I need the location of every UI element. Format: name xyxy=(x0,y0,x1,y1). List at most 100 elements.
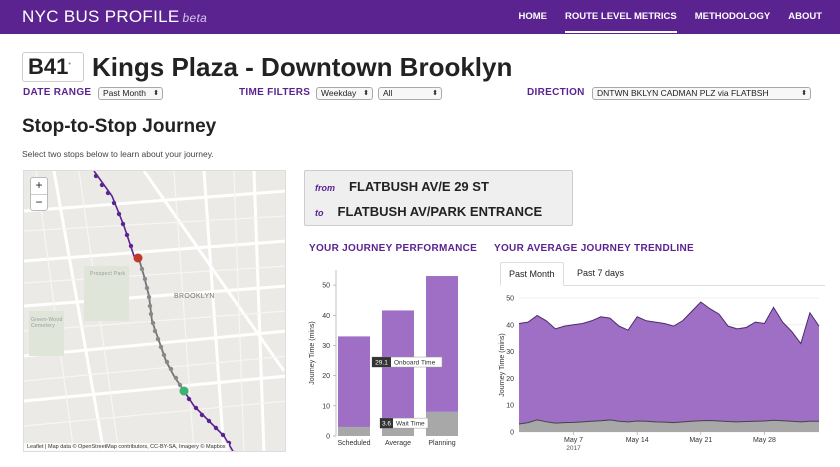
select-arrow-icon: ⬍ xyxy=(432,90,438,97)
journey-stops-box: from FLATBUSH AV/E 29 ST to FLATBUSH AV/PA… xyxy=(304,170,573,226)
wait-area[interactable] xyxy=(519,419,819,432)
route-badge: B41• xyxy=(22,52,84,82)
zoom-out-button[interactable]: − xyxy=(31,194,47,210)
onboard-tooltip-label: Onboard Time xyxy=(394,360,436,367)
y-tick-label: 10 xyxy=(322,403,330,410)
start-stop-marker[interactable] xyxy=(133,253,143,263)
select-arrow-icon: ⬍ xyxy=(153,90,159,97)
date-range-value: Past Month xyxy=(103,88,146,98)
time-day-value: Weekday xyxy=(321,88,357,98)
journey-stops[interactable] xyxy=(139,266,183,388)
trend-chart: 0 10 20 30 40 50 Journey Time (mins) May 7 May 1… xyxy=(499,296,820,452)
to-stop-name: FLATBUSH AV/PARK ENTRANCE xyxy=(337,204,543,219)
y-tick-label: 40 xyxy=(506,322,514,329)
to-label: to xyxy=(315,208,324,218)
nav-home[interactable]: HOME xyxy=(518,11,548,22)
performance-axis: 0 10 20 30 40 50 Journey Time (mins) Scheduled A… xyxy=(309,270,456,447)
y-tick-label: 20 xyxy=(322,373,330,380)
main-nav: HOME ROUTE LEVEL METRICS METHODOLOGY ABO… xyxy=(518,11,822,33)
from-stop-name: FLATBUSH AV/E 29 ST xyxy=(349,179,489,194)
journey-area[interactable] xyxy=(519,302,819,432)
bar-wait-time[interactable] xyxy=(382,425,414,436)
park-area xyxy=(84,266,129,321)
bar-onboard-time[interactable] xyxy=(382,310,414,426)
wait-tooltip-value-bg xyxy=(380,418,393,429)
nav-methodology[interactable]: METHODOLOGY xyxy=(694,11,771,22)
y-tick-label: 50 xyxy=(506,296,514,303)
y-tick-label: 20 xyxy=(506,376,514,383)
section-subtitle: Select two stops below to learn about yo… xyxy=(22,149,214,159)
direction-select[interactable]: DNTWN BKLYN CADMAN PLZ via FLATBSH ⬍ xyxy=(592,87,811,100)
date-range-label: DATE RANGE xyxy=(23,87,92,98)
cemetery-area xyxy=(29,311,64,356)
bus-stops[interactable] xyxy=(93,173,232,446)
zoom-in-button[interactable]: + xyxy=(35,178,43,192)
zoom-control: + − xyxy=(30,177,48,211)
x-tick-label: May 7 xyxy=(564,437,583,444)
from-stop: from FLATBUSH AV/E 29 ST xyxy=(315,179,489,194)
x-tick-label: May 14 xyxy=(626,437,649,444)
direction-label: DIRECTION xyxy=(527,87,585,98)
y-axis-label: Journey Time (mins) xyxy=(309,321,316,384)
x-tick-year: 2017 xyxy=(566,445,581,452)
x-tick-label: May 21 xyxy=(689,437,712,444)
tab-past-month[interactable]: Past Month xyxy=(500,262,564,286)
wait-line xyxy=(518,419,819,425)
tab-past-7-days[interactable]: Past 7 days xyxy=(577,268,625,278)
time-day-select[interactable]: Weekday ⬍ xyxy=(316,87,373,100)
select-arrow-icon: ⬍ xyxy=(801,90,807,97)
y-tick-label: 30 xyxy=(506,349,514,356)
map-label-cemetery: Green-Wood Cemetery xyxy=(31,317,63,329)
nav-about[interactable]: ABOUT xyxy=(788,11,822,22)
y-tick-label: 0 xyxy=(510,430,514,437)
map-label-park: Prospect Park xyxy=(90,271,126,277)
x-tick-label: Average xyxy=(385,440,411,447)
route-badge-marker: • xyxy=(68,61,71,68)
performance-chart: 0 10 20 30 40 50 Journey Time (mins) Scheduled A… xyxy=(309,270,458,447)
wait-tooltip-label: Wait Time xyxy=(396,421,425,428)
trend-title: YOUR AVERAGE JOURNEY TRENDLINE xyxy=(494,243,694,254)
time-period-select[interactable]: All ⬍ xyxy=(378,87,442,100)
direction-value: DNTWN BKLYN CADMAN PLZ via FLATBSH xyxy=(597,88,769,98)
y-axis-label: Journey Time (mins) xyxy=(499,333,506,396)
performance-labels: 29.1 Onboard Time 3.6 Wait Time xyxy=(371,356,443,429)
route-badge-label: B41 xyxy=(28,54,69,79)
x-tick-label: Planning xyxy=(428,440,455,447)
bar-onboard-time[interactable] xyxy=(338,336,370,427)
onboard-tooltip-value: 29.1 xyxy=(375,360,388,367)
beta-label: beta xyxy=(182,11,208,25)
brand-title: NYC BUS PROFILE xyxy=(22,7,180,26)
route-map[interactable]: BROOKLYN Prospect Park Green-Wood Cemete… xyxy=(23,170,286,452)
from-label: from xyxy=(315,183,335,193)
map-label-brooklyn: BROOKLYN xyxy=(174,293,215,300)
date-range-select[interactable]: Past Month ⬍ xyxy=(98,87,163,100)
to-stop: to FLATBUSH AV/PARK ENTRANCE xyxy=(315,204,542,219)
x-tick-label: May 28 xyxy=(753,437,776,444)
y-tick-label: 30 xyxy=(322,343,330,350)
time-period-value: All xyxy=(383,88,393,98)
nav-route-level-metrics[interactable]: ROUTE LEVEL METRICS xyxy=(565,11,677,33)
map-canvas[interactable] xyxy=(24,171,286,452)
performance-title: YOUR JOURNEY PERFORMANCE xyxy=(309,243,478,254)
y-tick-label: 50 xyxy=(322,283,330,290)
route-title: Kings Plaza - Downtown Brooklyn xyxy=(92,52,513,82)
brand[interactable]: NYC BUS PROFILE beta xyxy=(22,7,207,27)
section-heading: Stop-to-Stop Journey xyxy=(22,116,217,137)
x-tick-label: Scheduled xyxy=(337,440,370,447)
bar-onboard-time[interactable] xyxy=(426,276,458,412)
map-attribution: Leaflet | Map data © OpenStreetMap contr… xyxy=(24,443,229,451)
select-arrow-icon: ⬍ xyxy=(363,90,369,97)
y-tick-label: 40 xyxy=(322,313,330,320)
bar-wait-time[interactable] xyxy=(426,411,458,436)
trend-area[interactable] xyxy=(518,301,820,432)
wait-tooltip-value: 3.6 xyxy=(382,421,391,428)
bar-wait-time[interactable] xyxy=(338,426,370,436)
y-tick-label: 10 xyxy=(506,403,514,410)
performance-bars[interactable] xyxy=(338,276,458,436)
time-filters-label: TIME FILTERS xyxy=(239,87,311,98)
top-navbar: NYC BUS PROFILE beta HOME ROUTE LEVEL MET… xyxy=(0,0,840,34)
end-stop-marker[interactable] xyxy=(179,386,189,396)
journey-line xyxy=(518,301,820,345)
onboard-tooltip-value-bg xyxy=(372,357,391,368)
trend-tabs: Past Month Past 7 days xyxy=(500,262,825,286)
